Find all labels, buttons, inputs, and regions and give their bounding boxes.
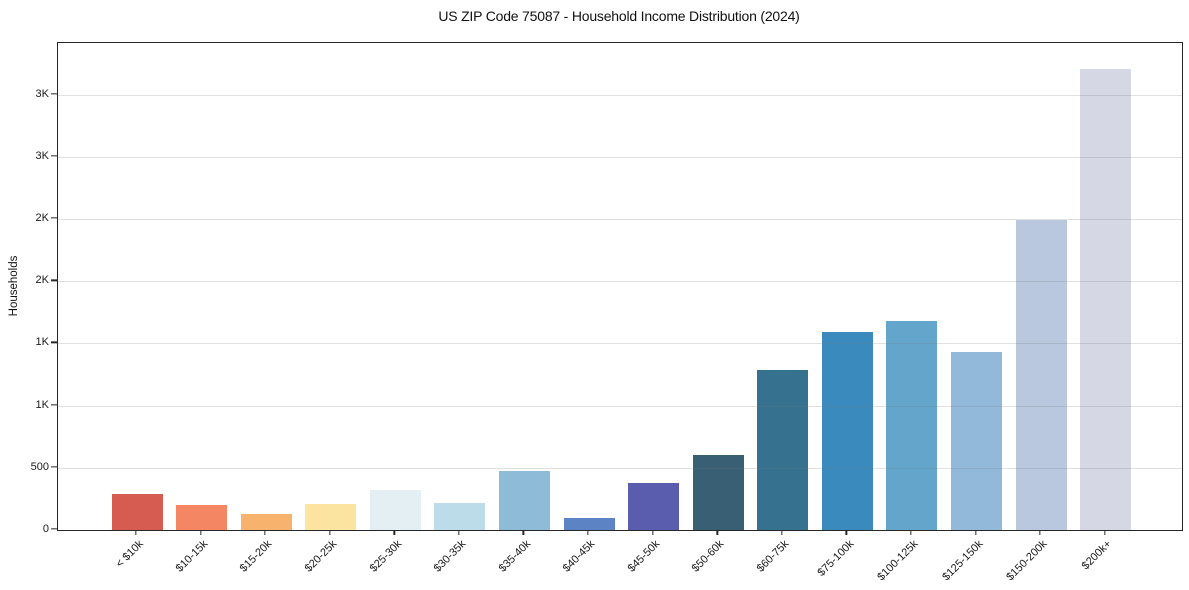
- x-tick-label: $60-75k: [754, 538, 792, 575]
- x-tick-mark: [845, 529, 848, 535]
- x-tick-label: $20-25k: [302, 538, 340, 575]
- x-tick-label: $45-50k: [625, 538, 663, 575]
- x-tick-label: $75-100k: [814, 538, 856, 579]
- x-tick-mark: [974, 529, 977, 535]
- y-tick-mark: [51, 279, 57, 281]
- y-tick-mark: [51, 155, 57, 157]
- x-tick-label: $15-20k: [238, 538, 275, 575]
- bar: [757, 369, 809, 530]
- x-tick-mark: [135, 529, 137, 535]
- x-tick-mark: [1039, 529, 1041, 535]
- bar: [369, 490, 421, 530]
- y-tick-mark: [51, 403, 57, 406]
- y-gridline: [58, 405, 1182, 407]
- y-gridline: [58, 219, 1182, 221]
- x-tick-mark: [651, 529, 654, 535]
- y-gridline: [58, 467, 1182, 469]
- x-tick-mark: [716, 529, 718, 535]
- y-tick-mark: [51, 217, 57, 219]
- y-tick-mark: [51, 466, 57, 468]
- x-tick-mark: [1104, 529, 1106, 535]
- y-tick-label: 1K: [35, 398, 49, 411]
- x-tick-label: $10-15k: [173, 538, 211, 575]
- y-tick-label: 500: [30, 460, 49, 473]
- x-tick-label: $100-125k: [875, 538, 921, 584]
- y-tick-label: 3K: [35, 87, 49, 100]
- x-tick-mark: [264, 529, 266, 535]
- y-tick-label: 1K: [35, 336, 49, 349]
- bar: [1015, 219, 1067, 530]
- x-tick-label: $30-35k: [431, 538, 469, 575]
- bar: [692, 454, 744, 530]
- bar: [305, 503, 357, 530]
- bar: [563, 517, 615, 530]
- y-tick-mark: [51, 341, 57, 344]
- x-tick-mark: [910, 529, 912, 535]
- y-tick-label: 2K: [35, 212, 49, 225]
- bar: [951, 352, 1003, 530]
- x-tick-label: $40-45k: [560, 538, 598, 575]
- x-tick-mark: [329, 529, 331, 535]
- x-tick-mark: [587, 529, 589, 535]
- x-tick-label: < $10k: [113, 538, 146, 571]
- bar: [1080, 68, 1132, 530]
- bar: [111, 493, 163, 530]
- y-tick-mark: [51, 92, 57, 95]
- bar: [886, 321, 938, 530]
- x-tick-mark: [781, 529, 783, 535]
- y-tick-mark: [51, 528, 57, 530]
- bar: [240, 513, 292, 530]
- bar: [434, 503, 486, 530]
- chart-title: US ZIP Code 75087 - Household Income Dis…: [438, 8, 800, 24]
- x-tick-mark: [393, 529, 395, 535]
- y-tick-label: 2K: [35, 274, 49, 287]
- bar: [176, 504, 228, 530]
- x-tick-label: $125-150k: [939, 538, 986, 584]
- y-gridline: [58, 281, 1182, 283]
- bar: [498, 470, 550, 530]
- y-gridline: [58, 343, 1182, 345]
- x-tick-label: $50-60k: [690, 538, 727, 575]
- x-tick-label: $150-200k: [1004, 538, 1050, 584]
- y-gridline: [58, 156, 1182, 158]
- x-tick-mark: [458, 529, 460, 535]
- x-tick-label: $200k+: [1079, 538, 1115, 573]
- x-tick-mark: [199, 529, 202, 535]
- y-tick-label: 3K: [35, 149, 49, 162]
- plot-area: [57, 42, 1183, 531]
- bar: [628, 482, 680, 530]
- x-tick-label: $35-40k: [496, 538, 533, 575]
- y-tick-label: 0: [42, 523, 49, 535]
- y-gridline: [58, 94, 1182, 96]
- bar: [821, 332, 873, 530]
- x-tick-mark: [522, 529, 525, 535]
- x-tick-label: $25-30k: [367, 538, 404, 575]
